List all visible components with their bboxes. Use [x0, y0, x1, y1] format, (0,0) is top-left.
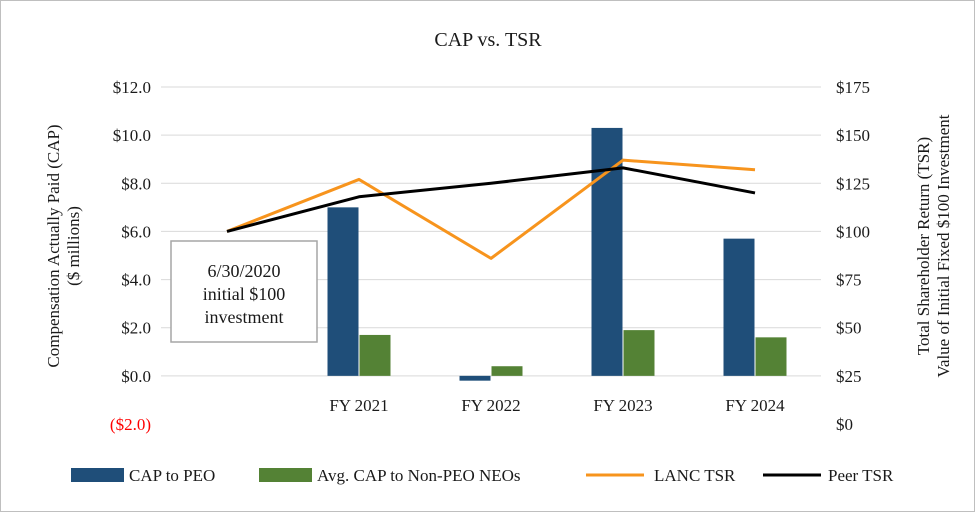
bar	[491, 366, 523, 376]
left-tick-label: ($2.0)	[110, 415, 151, 434]
annotation-box: 6/30/2020 initial $100 investment	[170, 240, 318, 343]
annotation-line-1: 6/30/2020	[207, 261, 280, 281]
left-tick-label: $12.0	[113, 78, 151, 97]
left-axis-sublabel: ($ millions)	[64, 206, 83, 286]
series-line	[226, 158, 756, 260]
left-axis-ticks: $12.0 $10.0 $8.0 $6.0 $4.0 $2.0 $0.0 ($2.0)	[110, 78, 151, 434]
left-tick-label: $6.0	[121, 222, 151, 241]
x-tick-label: FY 2022	[461, 396, 520, 415]
bar	[327, 207, 359, 376]
legend-label: LANC TSR	[654, 466, 736, 485]
series-line	[226, 166, 756, 233]
bar	[723, 238, 755, 376]
right-tick-label: $0	[836, 415, 853, 434]
left-tick-label: $4.0	[121, 271, 151, 290]
right-tick-label: $75	[836, 271, 862, 290]
right-tick-label: $50	[836, 319, 862, 338]
right-tick-label: $125	[836, 174, 870, 193]
right-tick-label: $25	[836, 367, 862, 386]
bar	[755, 337, 787, 376]
bar	[623, 330, 655, 376]
annotation-line-2: initial $100	[203, 284, 286, 304]
chart-title: CAP vs. TSR	[434, 29, 542, 51]
legend-label: Avg. CAP to Non-PEO NEOs	[317, 466, 521, 485]
right-tick-label: $150	[836, 126, 870, 145]
left-tick-label: $0.0	[121, 367, 151, 386]
left-axis-label: Compensation Actually Paid (CAP)	[44, 124, 63, 367]
right-axis-sublabel: Value of Initial Fixed $100 Investment	[934, 114, 953, 377]
legend-label: CAP to PEO	[129, 466, 215, 485]
left-tick-label: $2.0	[121, 319, 151, 338]
legend: CAP to PEO Avg. CAP to Non-PEO NEOs LANC T…	[71, 466, 894, 485]
legend-swatch	[71, 468, 124, 482]
x-tick-label: FY 2024	[725, 396, 785, 415]
legend-swatch	[259, 468, 312, 482]
bar	[459, 375, 491, 381]
line-layer	[226, 158, 756, 260]
legend-label: Peer TSR	[828, 466, 894, 485]
x-tick-label: FY 2023	[593, 396, 652, 415]
left-tick-label: $10.0	[113, 126, 151, 145]
annotation-line-3: investment	[205, 307, 284, 327]
right-tick-label: $175	[836, 78, 870, 97]
x-tick-label: FY 2021	[329, 396, 388, 415]
x-axis-ticks: FY 2021 FY 2022 FY 2023 FY 2024	[329, 396, 785, 415]
bar	[359, 334, 391, 376]
right-axis-label: Total Shareholder Return (TSR)	[914, 137, 933, 355]
right-tick-label: $100	[836, 222, 870, 241]
right-axis-ticks: $175 $150 $125 $100 $75 $50 $25 $0	[836, 78, 870, 434]
left-tick-label: $8.0	[121, 174, 151, 193]
